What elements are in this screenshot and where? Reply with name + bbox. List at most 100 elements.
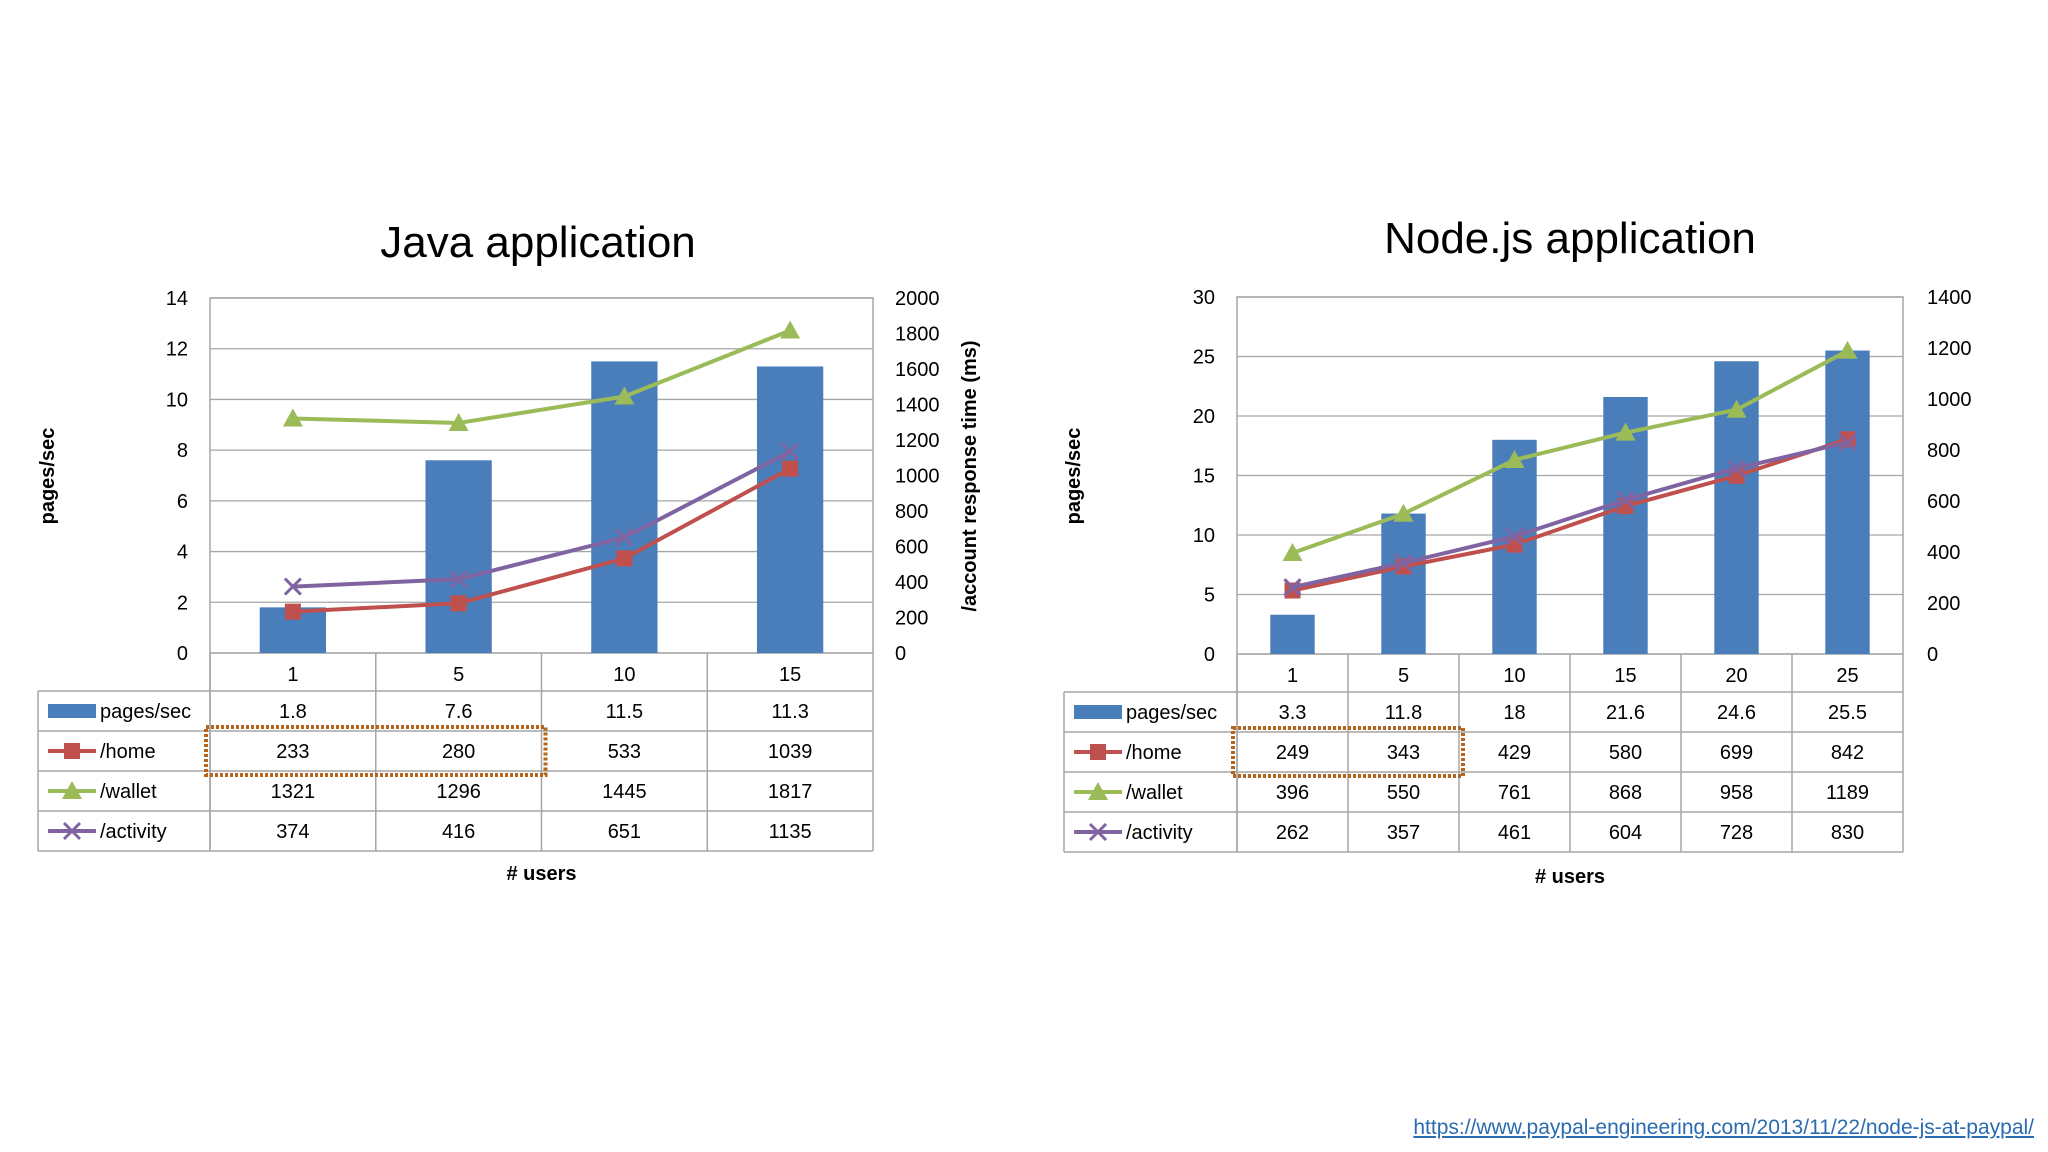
x-tick-label: 20 [1725, 665, 1747, 687]
table-cell: 1.8 [279, 701, 307, 723]
table-cell: 533 [608, 741, 641, 763]
table-cell: 1189 [1826, 782, 1869, 804]
chart-0: Java application 0 2 4 6 8 10 12 14 0 200 400 600 800… [37, 218, 981, 885]
y2-tick-label: 1600 [895, 359, 940, 381]
legend-label: /wallet [100, 781, 157, 803]
legend-label: pages/sec [100, 701, 191, 723]
x-tick-label: 5 [453, 664, 464, 686]
table-cell: 21.6 [1606, 702, 1645, 724]
y2-tick-label: 200 [895, 608, 928, 630]
y2-tick-label: 1200 [895, 430, 940, 452]
legend-key [1074, 822, 1122, 842]
y2-tick-label: 1400 [1927, 287, 1972, 309]
table-cell: 262 [1276, 822, 1309, 844]
table-cell: 604 [1609, 822, 1642, 844]
y-tick-label: 0 [177, 643, 188, 665]
table-cell: 11.3 [771, 701, 808, 723]
legend-label: /wallet [1126, 782, 1183, 804]
legend-marker [62, 821, 82, 841]
table-cell: 651 [608, 821, 641, 843]
y2-tick-label: 1200 [1927, 338, 1972, 360]
table-cell: 3.3 [1279, 702, 1307, 724]
legend-key [48, 821, 96, 841]
table-cell: 958 [1720, 782, 1753, 804]
y-tick-label: 6 [177, 491, 188, 513]
table-cell: 7.6 [445, 701, 473, 723]
y-tick-label: 20 [1193, 406, 1215, 428]
table-cell: 830 [1831, 822, 1864, 844]
y2-tick-label: 1000 [1927, 389, 1972, 411]
table-cell: 761 [1498, 782, 1531, 804]
bar [1270, 614, 1315, 654]
x-tick-label: 25 [1836, 665, 1858, 687]
x-tick-label: 15 [1614, 665, 1636, 687]
x-tick-label: 10 [1503, 665, 1525, 687]
legend-key [1074, 782, 1122, 800]
y2-tick-label: 0 [1927, 644, 1938, 666]
y2-tick-label: 600 [895, 537, 928, 559]
table-cell: 1817 [768, 781, 813, 803]
legend-key [48, 781, 96, 799]
data-point [1394, 553, 1413, 573]
bar [425, 460, 492, 653]
data-point [1615, 422, 1636, 441]
series-line [292, 466, 792, 614]
y-tick-label: 30 [1193, 287, 1215, 309]
legend-key [1074, 744, 1122, 760]
y-tick-label: 2 [177, 592, 188, 614]
series-line [1292, 440, 1848, 590]
legend-label: /home [1126, 742, 1182, 764]
table-cell: 357 [1387, 822, 1420, 844]
legend-marker [62, 781, 82, 799]
table-cell: 842 [1831, 742, 1864, 764]
legend-swatch [48, 704, 96, 718]
table-cell: 18 [1503, 702, 1525, 724]
data-point [1393, 503, 1414, 522]
table-cell: 461 [1498, 822, 1531, 844]
y-tick-label: 25 [1193, 347, 1215, 369]
bar [1381, 513, 1426, 654]
y2-axis-label: /account response time (ms) [959, 340, 981, 611]
table-cell: 280 [442, 741, 475, 763]
bar [591, 361, 658, 653]
x-axis-label: # users [1535, 866, 1605, 888]
series-line [1292, 437, 1849, 593]
data-point [1504, 449, 1525, 468]
series-line [292, 449, 792, 589]
table-cell: 233 [276, 741, 309, 763]
table-cell: 1039 [768, 741, 813, 763]
table-cell: 1296 [436, 781, 481, 803]
data-point [1505, 527, 1524, 546]
table-cell: 343 [1387, 742, 1420, 764]
legend-key [48, 704, 96, 718]
data-point [782, 460, 799, 477]
table-cell: 429 [1498, 742, 1531, 764]
y2-tick-label: 800 [1927, 440, 1960, 462]
data-point [1727, 459, 1746, 478]
y-axis-label: pages/sec [37, 428, 59, 525]
y2-tick-label: 1800 [895, 324, 940, 346]
data-point [615, 528, 634, 547]
chart-title: Java application [380, 218, 696, 267]
y-tick-label: 5 [1204, 585, 1215, 607]
data-point [1837, 340, 1858, 359]
y2-tick-label: 400 [895, 572, 928, 594]
chart-1: Node.js application051015202530020040060… [1063, 214, 1972, 888]
data-point [1726, 399, 1747, 418]
data-point [780, 320, 801, 339]
legend-marker [1088, 782, 1108, 800]
table-cell: 25.5 [1828, 702, 1867, 724]
table-cell: 24.6 [1717, 702, 1756, 724]
source-link[interactable]: https://www.paypal-engineering.com/2013/… [1413, 1116, 2034, 1139]
y-tick-label: 8 [177, 440, 188, 462]
table-cell: 396 [1276, 782, 1309, 804]
legend-label: pages/sec [1126, 702, 1217, 724]
table-cell: 1321 [271, 781, 316, 803]
bar [756, 366, 824, 653]
table-cell: 1135 [769, 821, 812, 843]
y-tick-label: 15 [1193, 466, 1215, 488]
x-tick-label: 15 [779, 664, 801, 686]
